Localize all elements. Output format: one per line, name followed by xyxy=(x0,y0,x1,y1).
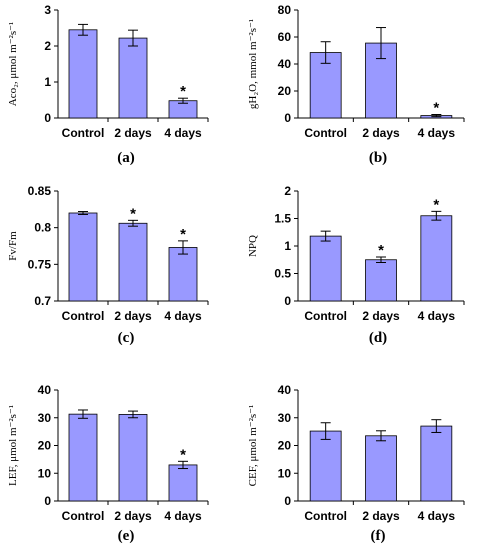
x-tick-label: 4 days xyxy=(418,126,456,140)
x-tick-label: 4 days xyxy=(418,509,456,523)
y-tick-label: 10 xyxy=(278,466,292,480)
bar xyxy=(68,29,98,119)
x-tick-label: Control xyxy=(62,509,105,523)
y-tick-label: 20 xyxy=(278,84,292,98)
bar xyxy=(68,212,98,302)
panel-label: (f) xyxy=(371,528,386,544)
y-axis-label: NPQ xyxy=(247,235,259,257)
y-axis-label: Fv/Fm xyxy=(7,231,19,261)
bar xyxy=(365,259,397,302)
x-tick-label: 2 days xyxy=(362,309,400,323)
y-tick-label: 80 xyxy=(278,3,292,17)
y-tick-label: 0.8 xyxy=(34,221,51,235)
x-tick-label: Control xyxy=(62,309,105,323)
y-tick-label: 20 xyxy=(278,439,292,453)
x-tick-label: 4 days xyxy=(164,509,202,523)
y-axis-label: Aco₂, μmol m⁻²s⁻¹ xyxy=(7,22,19,106)
bar xyxy=(168,464,198,502)
significance-marker: * xyxy=(180,226,186,243)
chart-panel-e: 0 10 20 30 40 Control 2 days * 4 days LEF, μmol m… xyxy=(7,383,209,544)
significance-marker: * xyxy=(180,446,186,463)
y-tick-label: 10 xyxy=(38,466,52,480)
x-tick-label: 4 days xyxy=(418,309,456,323)
significance-marker: * xyxy=(180,83,186,100)
bar xyxy=(309,235,342,302)
y-tick-label: 0 xyxy=(44,494,51,508)
x-tick-label: 2 days xyxy=(362,509,400,523)
x-tick-label: 2 days xyxy=(114,126,152,140)
y-tick-label: 1 xyxy=(284,239,291,253)
y-tick-label: 20 xyxy=(38,439,52,453)
panel-label: (d) xyxy=(369,330,387,346)
bar xyxy=(118,414,148,502)
y-axis-label: CEF, μmol m⁻²s⁻¹ xyxy=(247,405,259,487)
significance-marker: * xyxy=(378,242,384,259)
chart-panel-c: 0.7 0.75 0.8 0.85 Control * 2 days * 4 days Fv/Fm… xyxy=(7,184,209,346)
x-tick-label: 4 days xyxy=(164,309,202,323)
chart-panel-a: 0 1 2 3 Control 2 days * 4 days Aco₂, μmol m⁻²s⁻… xyxy=(7,3,209,166)
y-tick-label: 0.75 xyxy=(28,257,52,271)
bar xyxy=(168,247,198,302)
chart-panel-b: 0 20 40 60 80 Control 2 days * 4 days gH₂O, mmol … xyxy=(247,3,465,166)
panel-label: (b) xyxy=(369,150,387,166)
bar xyxy=(118,222,148,302)
x-tick-label: Control xyxy=(62,126,105,140)
bar xyxy=(118,37,148,119)
y-tick-label: 0.5 xyxy=(274,267,291,281)
y-axis-label: gH₂O, mmol m⁻²s⁻¹ xyxy=(247,19,259,109)
x-tick-label: 2 days xyxy=(114,509,152,523)
y-tick-label: 40 xyxy=(278,383,292,397)
chart-panel-d: 0 0.5 1 1.5 2 Control * 2 days * 4 days NPQ (d) xyxy=(247,184,465,346)
significance-marker: * xyxy=(433,99,439,116)
panel-label: (c) xyxy=(118,330,135,346)
x-tick-label: Control xyxy=(304,309,347,323)
x-tick-label: 2 days xyxy=(362,126,400,140)
chart-panel-f: 0 10 20 30 40 Control 2 days 4 days CEF, μmol m⁻… xyxy=(247,383,465,544)
y-tick-label: 60 xyxy=(278,30,292,44)
y-tick-label: 2 xyxy=(284,184,291,198)
significance-marker: * xyxy=(130,205,136,222)
bar xyxy=(68,413,98,502)
bar xyxy=(420,425,453,502)
y-tick-label: 0 xyxy=(284,294,291,308)
panel-label: (e) xyxy=(118,528,135,544)
x-tick-label: Control xyxy=(304,509,347,523)
y-tick-label: 0.7 xyxy=(34,294,51,308)
bar xyxy=(365,435,397,502)
x-tick-label: 2 days xyxy=(114,309,152,323)
y-tick-label: 0 xyxy=(284,494,291,508)
y-tick-label: 0.85 xyxy=(28,184,52,198)
bar xyxy=(309,430,342,502)
significance-marker: * xyxy=(433,196,439,213)
y-axis-label: LEF, μmol m⁻²s⁻¹ xyxy=(7,405,19,486)
y-tick-label: 0 xyxy=(284,111,291,125)
y-tick-label: 0 xyxy=(44,111,51,125)
y-tick-label: 2 xyxy=(44,39,51,53)
y-tick-label: 30 xyxy=(278,411,292,425)
bar xyxy=(420,215,453,302)
y-tick-label: 30 xyxy=(38,411,52,425)
x-tick-label: Control xyxy=(304,126,347,140)
y-tick-label: 40 xyxy=(278,57,292,71)
y-tick-label: 1 xyxy=(44,75,51,89)
y-tick-label: 3 xyxy=(44,3,51,17)
y-tick-label: 40 xyxy=(38,383,52,397)
panel-label: (a) xyxy=(117,150,135,166)
x-tick-label: 4 days xyxy=(164,126,202,140)
y-tick-label: 1.5 xyxy=(274,212,291,226)
